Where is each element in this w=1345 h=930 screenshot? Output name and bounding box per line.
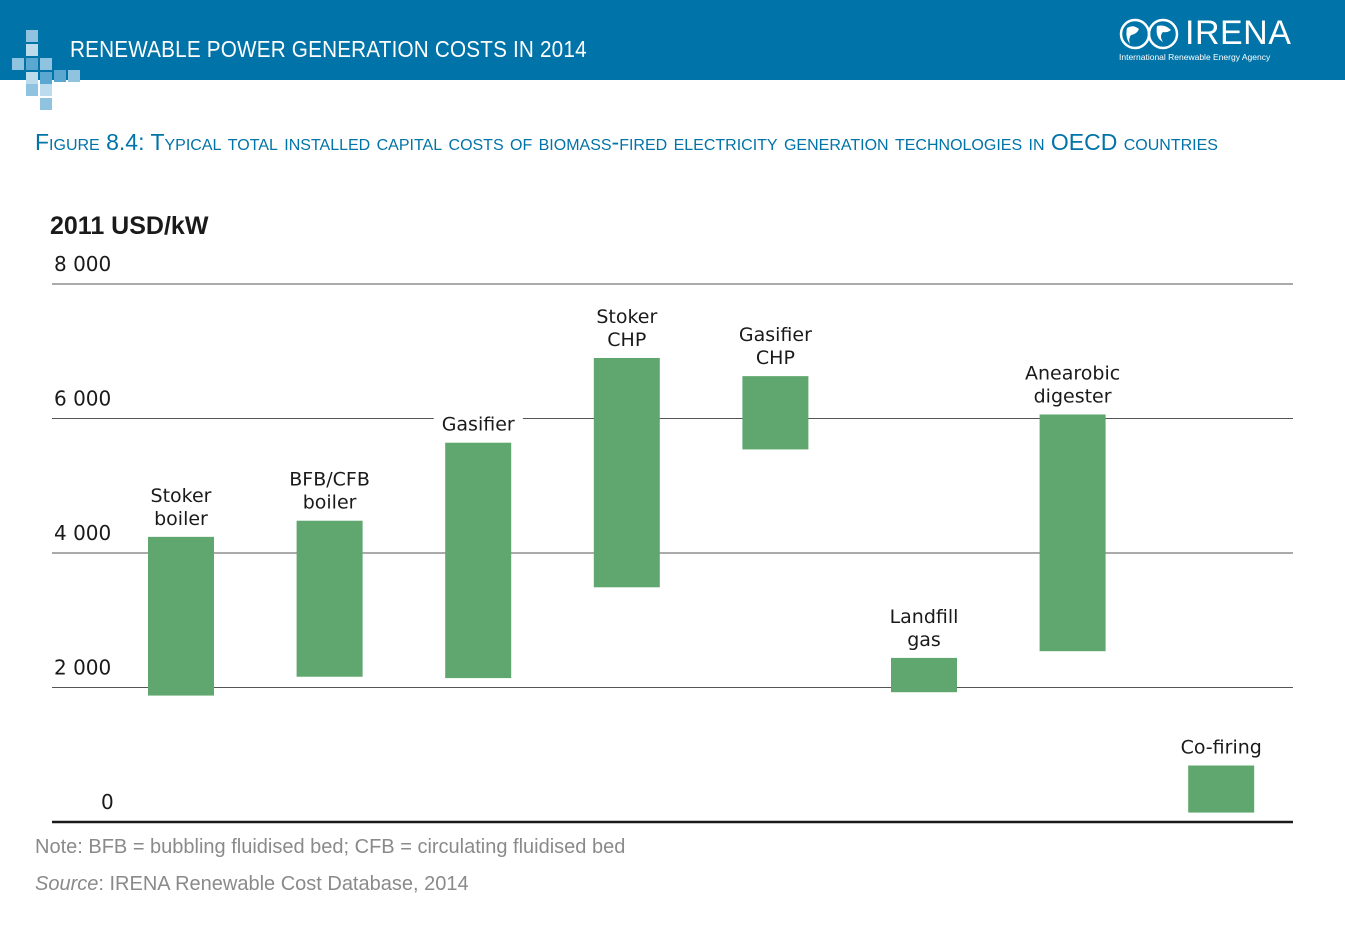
category-label: Stoker	[596, 306, 657, 328]
y-tick-label: 0	[101, 790, 114, 814]
figure-title: Figure 8.4: Typical total installed capi…	[35, 129, 1218, 155]
category-label: Anearobic	[1025, 362, 1120, 384]
category-label: digester	[1034, 385, 1112, 407]
chart-note: Note: BFB = bubbling fluidised bed; CFB …	[35, 836, 626, 858]
y-axis-label: 2011 USD/kW	[50, 212, 209, 240]
irena-logo: IRENA International Renewable Energy Age…	[1119, 14, 1309, 66]
header-banner: RENEWABLE POWER GENERATION COSTS IN 2014…	[0, 0, 1345, 80]
bar	[296, 520, 363, 677]
logo-wordmark: IRENA	[1185, 14, 1292, 52]
bar	[1039, 414, 1106, 652]
label-backing	[142, 483, 220, 508]
category-label: Landfill	[890, 606, 959, 628]
label-backing	[281, 467, 378, 492]
source-label: Source	[35, 873, 99, 895]
label-backing	[1017, 361, 1129, 386]
y-tick-label: 4 000	[54, 521, 111, 545]
category-label: Stoker	[151, 485, 212, 507]
category-label: boiler	[303, 492, 357, 514]
label-backing	[899, 627, 949, 652]
decorative-squares	[0, 26, 90, 116]
bar	[445, 442, 512, 679]
label-backing	[588, 304, 666, 329]
bar	[891, 657, 957, 693]
category-label: boiler	[154, 508, 208, 530]
label-backing	[747, 346, 803, 371]
bar	[1188, 765, 1255, 813]
category-label: gas	[907, 629, 941, 651]
category-label: Gasifier	[739, 324, 812, 346]
label-backing	[599, 327, 655, 352]
bar	[593, 357, 660, 588]
logo-subtitle: International Renewable Energy Agency	[1119, 52, 1271, 62]
y-tick-label: 2 000	[54, 656, 111, 680]
label-backing	[433, 412, 523, 437]
category-label: BFB/CFB	[289, 469, 370, 491]
label-backing	[294, 490, 365, 515]
label-backing	[730, 323, 821, 348]
category-label: CHP	[607, 329, 646, 351]
source-text: : IRENA Renewable Cost Database, 2014	[98, 873, 469, 895]
banner-title: RENEWABLE POWER GENERATION COSTS IN 2014	[70, 36, 587, 62]
bar	[742, 376, 809, 450]
category-label: CHP	[756, 347, 795, 369]
category-label: Co-firing	[1181, 737, 1262, 759]
chart-source: Source: IRENA Renewable Cost Database, 2…	[35, 873, 469, 896]
category-label: Gasifier	[442, 414, 515, 436]
globe-logo-icon	[1119, 18, 1179, 50]
label-backing	[1172, 735, 1270, 760]
label-backing	[881, 604, 967, 629]
label-backing	[146, 506, 217, 531]
bar	[148, 536, 214, 696]
y-tick-label: 8 000	[54, 252, 111, 276]
y-tick-label: 6 000	[54, 387, 111, 411]
label-backing	[1025, 384, 1120, 409]
